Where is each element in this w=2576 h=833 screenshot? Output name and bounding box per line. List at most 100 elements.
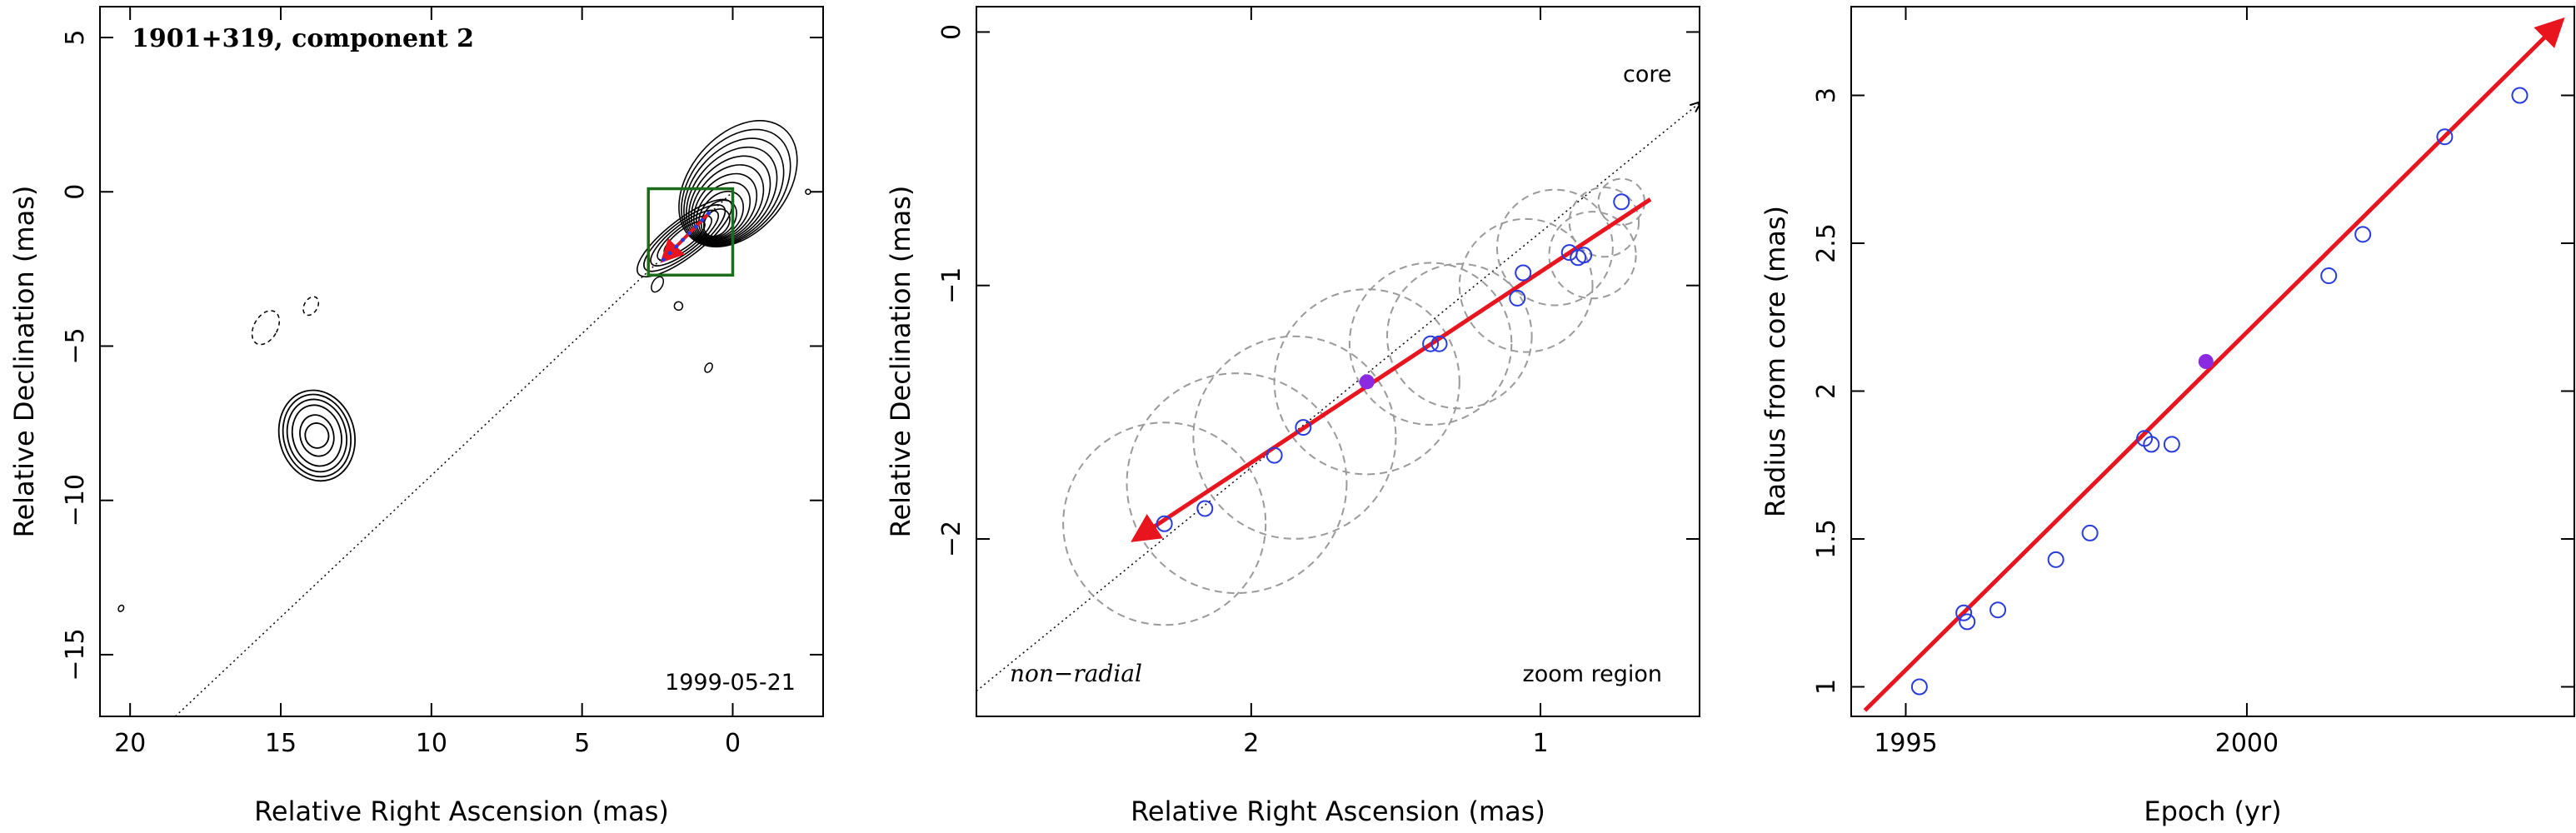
component-contour xyxy=(304,422,330,449)
noise-contour xyxy=(673,301,684,312)
jet-contour xyxy=(637,198,733,278)
panel-3-ytick-label: 3 xyxy=(1812,87,1841,103)
panel-3-radius-vs-epoch: 1995 2000 1 1.5 2 2.5 3 Epoch (yr) Radius from… xyxy=(1760,6,2575,827)
panel-1-position-marker xyxy=(661,257,666,262)
panel-3-data-point xyxy=(2354,226,2372,243)
panel-2-position-point xyxy=(1196,500,1214,517)
core-contour xyxy=(681,128,791,247)
panel-3-frame xyxy=(1850,6,2575,717)
panel-2-core-label: core xyxy=(1623,62,1671,87)
core-contour xyxy=(686,146,778,245)
zoom-box xyxy=(646,187,735,277)
panel-2-position-point xyxy=(1613,193,1630,211)
component-contour xyxy=(286,398,347,473)
panel-2-non-radial-label: non−radial xyxy=(1010,660,1142,687)
panel-2-highlight-point xyxy=(1359,374,1375,390)
panel-2-fit-arrow xyxy=(1131,197,1652,542)
panel-1-position-marker xyxy=(686,231,691,236)
component-size-circle xyxy=(1458,217,1594,353)
noise-contour xyxy=(251,310,281,346)
panel-1-axes: 20 15 10 5 0 5 0 −5 −10 −15 xyxy=(61,7,823,758)
panel-1-date-label: 1999-05-21 xyxy=(665,670,796,696)
component-contour xyxy=(299,414,335,457)
panel-3-xtick-label: 2000 xyxy=(2215,729,2279,758)
panel-1-ytick-label: 0 xyxy=(61,184,90,200)
panel-2-plot-content xyxy=(976,103,1700,692)
panel-3-xtick-label: 1995 xyxy=(1874,729,1937,758)
panel-2-zoom-label: zoom region xyxy=(1523,661,1662,687)
panel-1-position-marker xyxy=(674,244,679,249)
panel-1-position-marker xyxy=(681,237,686,242)
panel-1-ylabel: Relative Declination (mas) xyxy=(8,186,40,538)
panel-2-ylabel: Relative Declination (mas) xyxy=(885,186,916,538)
panel-2-position-point xyxy=(1295,419,1312,436)
panel-3-data-point xyxy=(2320,267,2338,285)
panel-3-fit-arrow xyxy=(1863,17,2565,712)
component-size-circle xyxy=(1192,335,1397,540)
core-contour xyxy=(683,137,785,246)
panel-2-ytick-label: −2 xyxy=(937,521,966,557)
component-size-circle xyxy=(1273,288,1460,476)
panel-3-data-point xyxy=(2511,87,2529,104)
panel-3-ytick-label: 2.5 xyxy=(1812,223,1841,263)
noise-contour xyxy=(117,604,125,612)
core-contour xyxy=(678,120,798,248)
panel-3-data-point xyxy=(2163,436,2180,453)
panel-1-frame xyxy=(99,6,824,717)
core-contour xyxy=(691,164,765,242)
core-contour xyxy=(693,172,758,242)
panel-3-ytick-label: 2 xyxy=(1812,383,1841,399)
panel-3-ylabel: Radius from core (mas) xyxy=(1760,206,1791,517)
component-size-circle xyxy=(1348,262,1513,426)
panel-1-xtick-label: 15 xyxy=(265,729,297,758)
panel-1-ytick-label: −10 xyxy=(61,474,90,526)
panel-1-ytick-label: 5 xyxy=(61,29,90,45)
panel-1-xtick-label: 5 xyxy=(574,729,590,758)
panel-1-position-marker xyxy=(706,211,711,216)
noise-contour xyxy=(651,276,665,293)
panel-3-data-point xyxy=(1989,601,2007,619)
component-contour xyxy=(291,404,342,467)
panel-1-position-marker xyxy=(667,251,672,256)
panel-1-source-label: 1901+319, component 2 xyxy=(132,24,474,53)
panel-3-plot-content xyxy=(1863,17,2565,712)
panel-1-xtick-label: 0 xyxy=(725,729,741,758)
panel-1-plot-content xyxy=(117,120,811,716)
noise-contour xyxy=(805,188,811,196)
panel-1-xtick-label: 10 xyxy=(416,729,447,758)
panel-1-ytick-label: −5 xyxy=(61,327,90,364)
panel-1-xlabel: Relative Right Ascension (mas) xyxy=(254,796,669,827)
panel-2-position-point xyxy=(1515,264,1532,282)
radial-direction-line xyxy=(976,103,1700,692)
panel-2-position-point xyxy=(1430,335,1448,352)
panel-2-xtick-label: 1 xyxy=(1532,729,1548,758)
panel-1-contour-map: 20 15 10 5 0 5 0 −5 −10 −15 Relative Right Ascens… xyxy=(8,6,824,827)
panel-3-data-point xyxy=(2081,524,2099,541)
panel-2-position-point xyxy=(1266,446,1283,464)
noise-contour xyxy=(302,296,320,317)
jet-contour xyxy=(643,204,726,272)
panel-2-position-point xyxy=(1509,289,1526,307)
panel-1-ytick-label: −15 xyxy=(61,628,90,681)
jet-contour xyxy=(656,215,712,262)
panel-2-frame xyxy=(976,6,1700,717)
panel-3-data-point xyxy=(1910,678,1928,696)
panel-1-position-marker xyxy=(700,217,705,222)
component-size-circle xyxy=(1548,211,1637,300)
component-size-circle xyxy=(1495,188,1614,307)
panel-2-position-point xyxy=(1575,247,1593,264)
panel-2-ytick-label: 0 xyxy=(937,24,966,40)
panel-3-data-point xyxy=(1959,613,1976,631)
panel-3-data-point xyxy=(2436,128,2454,146)
panel-2-xlabel: Relative Right Ascension (mas) xyxy=(1131,796,1545,827)
panel-2-position-point xyxy=(1422,335,1440,352)
component-contour xyxy=(277,389,357,482)
panel-3-data-point xyxy=(2143,436,2160,453)
panel-3-ytick-label: 1.5 xyxy=(1812,519,1841,559)
panel-3-highlight-point xyxy=(2198,354,2214,369)
panel-2-ytick-label: −1 xyxy=(937,267,966,304)
panel-2-position-point xyxy=(1156,515,1173,532)
panel-3-xlabel: Epoch (yr) xyxy=(2144,796,2281,827)
component-size-circle xyxy=(1126,372,1348,594)
